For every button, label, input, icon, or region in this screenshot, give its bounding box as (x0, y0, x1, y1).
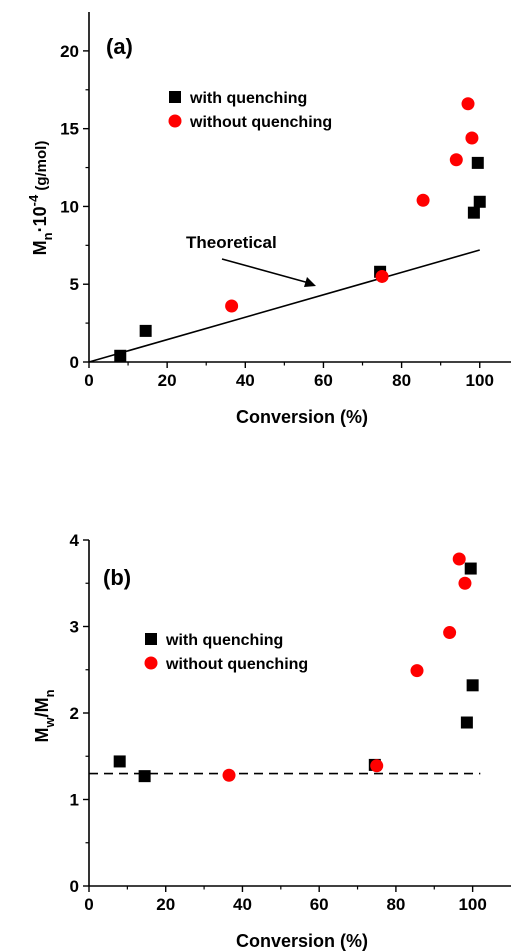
panel-b-point-without-quenching (443, 626, 457, 640)
panel-a-point-without-quenching (465, 131, 479, 145)
legend-label-with-quenching: with quenching (165, 632, 283, 649)
panel-a-x-tick-label: 0 (84, 371, 93, 390)
annotation-arrow-shaft (221, 258, 310, 284)
panel-a-y-tick-label: 5 (70, 275, 79, 294)
ylabel-subscript-n: n (40, 232, 55, 240)
panel-a-legend: with quenching without quenching (168, 90, 332, 131)
panel-a-theoretical-line (88, 249, 480, 363)
panel-b-point-without-quenching (222, 768, 236, 782)
legend-marker-without-quenching (144, 656, 158, 670)
panel-a-point-without-quenching (416, 193, 430, 207)
panel-b-point-with-quenching (138, 770, 151, 783)
panel-a-point-with-quenching (471, 156, 484, 169)
panel-a-ylabel: Mn·10-4 (g/mol) (26, 141, 55, 256)
panel-a-y-tick-label: 0 (70, 353, 79, 372)
panel-a-point-with-quenching (114, 349, 127, 362)
panel-b: (b) 0 20 40 60 80 100 0 1 2 3 4 with quenching wit… (32, 531, 511, 951)
panel-b-x-tick-label: 0 (84, 895, 93, 914)
ylabel-subscript-n: n (42, 689, 57, 697)
legend-marker-without-quenching (168, 114, 182, 128)
panel-a-point-without-quenching (375, 269, 389, 283)
ylabel-superscript: -4 (26, 194, 41, 206)
panel-a-x-tick-label: 100 (466, 371, 494, 390)
panel-a: (a) 0 20 40 60 80 100 0 5 10 15 20 with quenching … (26, 12, 511, 427)
panel-a-y-tick-label: 15 (60, 120, 79, 139)
panel-b-point-without-quenching (452, 552, 466, 566)
panel-b-x-tick-label: 40 (233, 895, 252, 914)
panel-b-legend: with quenching without quenching (144, 632, 308, 673)
panel-b-label: (b) (103, 565, 131, 590)
panel-a-point-with-quenching (467, 206, 480, 219)
panel-a-y-tick-label: 20 (60, 42, 79, 61)
panel-b-point-without-quenching (458, 576, 472, 590)
panel-a-x-tick-label: 80 (392, 371, 411, 390)
panel-a-label: (a) (106, 34, 133, 59)
panel-b-point-with-quenching (113, 755, 126, 768)
panel-b-point-without-quenching (410, 664, 424, 678)
annotation-arrow-head (304, 277, 316, 287)
theoretical-annotation: Theoretical (186, 233, 316, 287)
panel-b-x-tick-label: 20 (156, 895, 175, 914)
panel-b-point-with-quenching (460, 716, 473, 729)
ylabel-subscript-w: w (42, 717, 57, 729)
legend-marker-with-quenching (169, 91, 181, 103)
panel-a-point-without-quenching (461, 97, 475, 111)
legend-label-without-quenching: without quenching (165, 656, 308, 673)
panel-b-y-tick-label: 4 (70, 531, 80, 550)
panel-b-point-with-quenching (464, 562, 477, 575)
panel-a-point-with-quenching (473, 195, 486, 208)
panel-b-plot-area: 0 20 40 60 80 100 0 1 2 3 4 (70, 531, 511, 914)
legend-label-with-quenching: with quenching (189, 90, 307, 107)
panel-b-y-tick-label: 2 (70, 704, 79, 723)
panel-b-y-tick-label: 1 (70, 791, 79, 810)
panel-b-point-without-quenching (370, 759, 384, 773)
panel-b-xlabel: Conversion (%) (236, 931, 368, 951)
panel-b-y-tick-label: 0 (70, 877, 79, 896)
panel-b-x-tick-label: 100 (458, 895, 486, 914)
legend-label-without-quenching: without quenching (189, 114, 332, 131)
panel-a-plot-area: 0 20 40 60 80 100 0 5 10 15 20 (60, 12, 511, 390)
panel-a-y-tick-label: 10 (60, 197, 79, 216)
panel-a-point-without-quenching (449, 153, 463, 167)
panel-a-x-tick-label: 40 (236, 371, 255, 390)
panel-a-point-without-quenching (225, 299, 239, 313)
panel-a-xlabel: Conversion (%) (236, 407, 368, 427)
panel-b-ylabel: Mw/Mn (32, 689, 57, 742)
panel-b-y-tick-label: 3 (70, 618, 79, 637)
panel-a-x-tick-label: 60 (314, 371, 333, 390)
panel-a-x-tick-label: 20 (158, 371, 177, 390)
annotation-label: Theoretical (186, 233, 277, 252)
panel-a-point-with-quenching (139, 324, 152, 337)
panel-b-x-tick-label: 60 (310, 895, 329, 914)
panel-b-point-with-quenching (466, 679, 479, 692)
panel-b-x-tick-label: 80 (386, 895, 405, 914)
legend-marker-with-quenching (145, 633, 157, 645)
